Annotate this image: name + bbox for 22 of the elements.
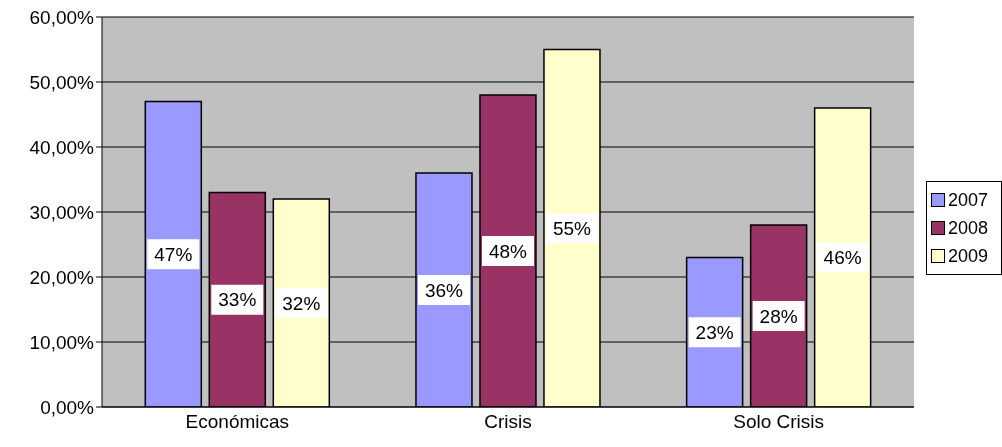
y-tick-label: 50,00% bbox=[29, 71, 95, 93]
data-label: 28% bbox=[759, 305, 798, 327]
data-label: 55% bbox=[552, 217, 592, 239]
y-tick-label: 20,00% bbox=[29, 266, 95, 288]
y-tick-label: 10,00% bbox=[29, 331, 95, 353]
data-label: 36% bbox=[424, 279, 464, 301]
legend-label: 2009 bbox=[948, 244, 989, 268]
y-tick-label: 30,00% bbox=[29, 201, 95, 223]
legend-label: 2007 bbox=[948, 188, 989, 212]
data-label: 33% bbox=[218, 289, 257, 311]
x-tick-label: Solo Crisis bbox=[733, 411, 825, 433]
legend-label: 2008 bbox=[948, 216, 989, 240]
data-label: 47% bbox=[154, 243, 193, 265]
data-label: 46% bbox=[823, 247, 862, 268]
y-tick-label: 60,00% bbox=[29, 6, 95, 28]
y-tick-label: 40,00% bbox=[29, 136, 95, 158]
data-label: 23% bbox=[695, 321, 734, 343]
data-label: 48% bbox=[488, 240, 528, 262]
data-label: 32% bbox=[282, 292, 321, 314]
y-tick-label: 0,00% bbox=[40, 396, 95, 418]
x-tick-label: Económicas bbox=[185, 411, 290, 433]
x-tick-label: Crisis bbox=[484, 411, 532, 433]
